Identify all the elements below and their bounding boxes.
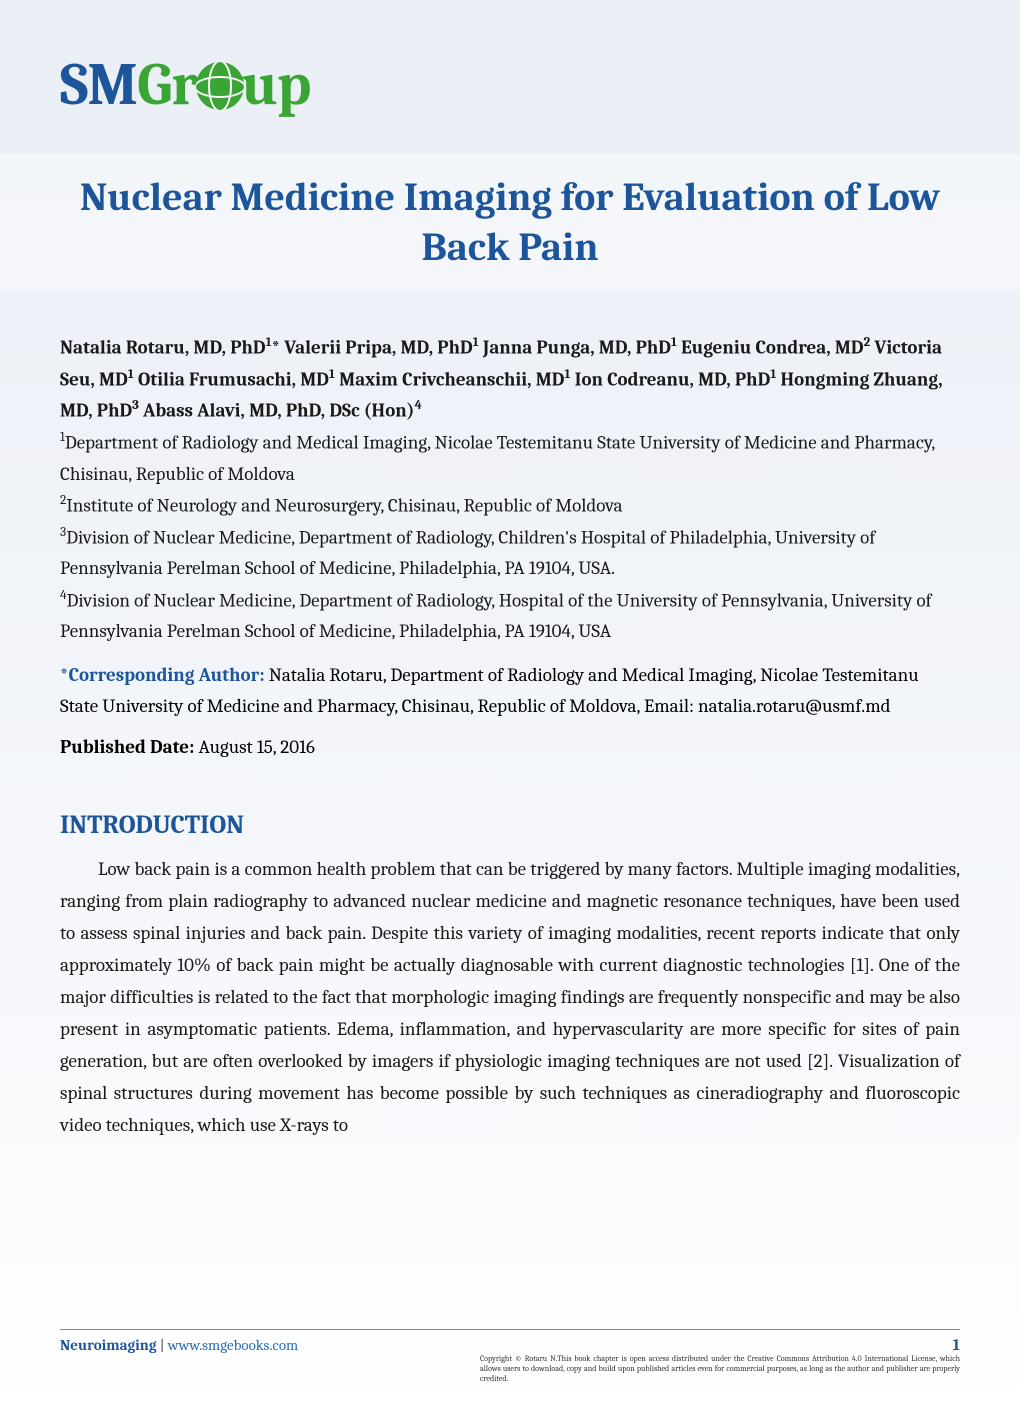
page: SMGrup Nuclear Medicine Imaging for Eval… [0,0,1020,1412]
affiliation-3: 3Division of Nuclear Medicine, Departmen… [60,522,960,585]
affiliation-1: 1Department of Radiology and Medical Ima… [60,427,960,490]
published-value: August 15, 2016 [199,736,315,758]
authors-block: Natalia Rotaru, MD, PhD1* Valerii Pripa,… [60,332,960,648]
section-heading-introduction: INTRODUCTION [60,810,960,840]
authors-line: Natalia Rotaru, MD, PhD1* Valerii Pripa,… [60,332,960,427]
published-label: Published Date: [60,736,199,758]
logo-text-sm: SM [60,50,137,119]
footer-separator: | [156,1336,167,1354]
article-title: Nuclear Medicine Imaging for Evaluation … [0,172,1020,272]
published-date: Published Date: August 15, 2016 [60,736,960,758]
affiliation-4: 4Division of Nuclear Medicine, Departmen… [60,585,960,648]
globe-icon [196,62,244,110]
publisher-logo: SMGrup [60,50,960,119]
footer-left: Neuroimaging | www.smgebooks.com [60,1336,298,1354]
footer-right: 1 Copyright © Rotaru N.This book chapter… [480,1336,960,1384]
title-band: Nuclear Medicine Imaging for Evaluation … [0,154,1020,290]
logo-text-gr: Gr [137,50,197,119]
footer-url[interactable]: www.smgebooks.com [168,1336,298,1354]
logo-text-up: up [242,50,311,119]
footer-journal: Neuroimaging [60,1336,156,1354]
affiliation-2: 2Institute of Neurology and Neurosurgery… [60,490,960,522]
corresponding-label: *Corresponding Author: [60,664,265,686]
footer-copyright: Copyright © Rotaru N.This book chapter i… [480,1354,960,1384]
intro-paragraph: Low back pain is a common health problem… [60,854,960,1141]
page-number: 1 [480,1336,960,1354]
corresponding-author: *Corresponding Author: Natalia Rotaru, D… [60,660,960,723]
page-footer: Neuroimaging | www.smgebooks.com 1 Copyr… [60,1329,960,1384]
